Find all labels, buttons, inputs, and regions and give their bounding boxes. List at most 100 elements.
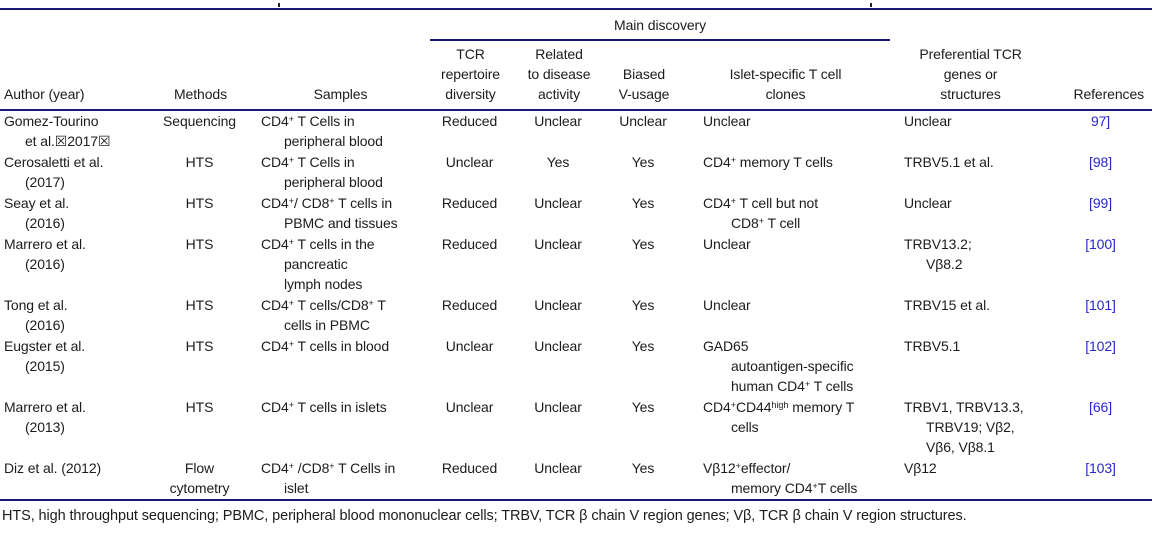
- cell-clones: CD4+CD44high memory T cells: [703, 399, 855, 435]
- cell-diversity: Unclear: [445, 154, 494, 170]
- cell-reference: [98]: [1055, 152, 1152, 193]
- col-header-preferential-tcr-genes: Preferential TCR genes or structures: [890, 40, 1056, 111]
- cell-biased: Yes: [631, 195, 655, 211]
- caption-descender: [870, 3, 872, 7]
- cell-diversity: Reduced: [441, 195, 498, 211]
- tcr-studies-table: Main discovery Author (year) Methods Sam…: [0, 8, 1152, 499]
- cell-preferential: TRBV5.1 et al.: [904, 154, 994, 170]
- cell-activity: Unclear: [534, 297, 582, 313]
- table-row: Eugster et al. (2015) HTS CD4+ T cells in …: [0, 336, 1152, 397]
- cell-diversity: Unclear: [445, 338, 494, 354]
- reference-link[interactable]: [102]: [1085, 338, 1116, 354]
- cell-samples: CD4+ T cells in the pancreatic lymph nod…: [261, 236, 375, 292]
- reference-link[interactable]: [66]: [1089, 399, 1112, 415]
- cell-clones: Vβ12+effector/ memory CD4+T cells: [703, 460, 858, 496]
- cell-clones: Unclear: [703, 113, 751, 129]
- col-header-biased-v-usage: Biased V-usage: [607, 40, 685, 111]
- cell-author: Seay et al. (2016): [4, 195, 70, 231]
- cell-preferential: Unclear: [904, 195, 952, 211]
- cell-biased: Yes: [631, 154, 655, 170]
- main-discovery-row: Main discovery: [0, 9, 1152, 41]
- cell-diversity: Reduced: [441, 236, 498, 252]
- reference-link[interactable]: [98]: [1089, 154, 1112, 170]
- cell-activity: Yes: [546, 154, 570, 170]
- table-row: Marrero et al. (2013) HTS CD4+ T cells in …: [0, 397, 1152, 458]
- cell-reference: [66]: [1055, 397, 1152, 458]
- cell-samples: CD4+ T cells in islets: [261, 399, 387, 415]
- cell-reference: [103]: [1055, 458, 1152, 499]
- cell-preferential: TRBV1, TRBV13.3, TRBV19; Vβ2, Vβ6, Vβ8.1: [904, 399, 1024, 455]
- cell-activity: Unclear: [534, 399, 582, 415]
- cell-author: Gomez-Tourino et al.☒2017☒: [4, 113, 111, 149]
- col-header-author: Author (year): [0, 40, 150, 111]
- table-body: Gomez-Tourino et al.☒2017☒ Sequencing CD4+…: [0, 110, 1152, 499]
- cell-methods: Sequencing: [163, 113, 236, 129]
- reference-link[interactable]: 97]: [1090, 113, 1111, 129]
- cell-reference: [99]: [1055, 193, 1152, 234]
- table-header: Main discovery Author (year) Methods Sam…: [0, 9, 1152, 111]
- cell-reference: [102]: [1055, 336, 1152, 397]
- cell-methods: HTS: [185, 399, 214, 415]
- cell-biased: Yes: [631, 460, 655, 476]
- cell-biased: Yes: [631, 338, 655, 354]
- cell-clones: GAD65 autoantigen-specific human CD4+ T …: [703, 338, 854, 394]
- cell-activity: Unclear: [534, 236, 582, 252]
- col-header-samples: Samples: [255, 40, 430, 111]
- cell-methods: HTS: [185, 338, 214, 354]
- cell-clones: CD4+ T cell but not CD8+ T cell: [703, 195, 819, 231]
- cell-samples: CD4+ /CD8+ T Cells in islet: [261, 460, 396, 496]
- cell-author: Marrero et al. (2016): [4, 236, 86, 272]
- caption-descender: [278, 3, 280, 7]
- cell-author: Eugster et al. (2015): [4, 338, 86, 374]
- cell-author: Marrero et al. (2013): [4, 399, 86, 435]
- cell-reference: [101]: [1055, 295, 1152, 336]
- cell-samples: CD4+ T cells/CD8+ T cells in PBMC: [261, 297, 386, 333]
- cell-preferential: TRBV15 et al.: [904, 297, 990, 313]
- table-row: Cerosaletti et al. (2017) HTS CD4+ T Cells…: [0, 152, 1152, 193]
- cell-methods: HTS: [185, 154, 214, 170]
- cell-diversity: Unclear: [445, 399, 494, 415]
- cell-samples: CD4+ T cells in blood: [261, 338, 390, 354]
- cell-reference: 97]: [1055, 110, 1152, 152]
- cell-diversity: Reduced: [441, 113, 498, 129]
- col-header-tcr-repertoire-diversity: TCR repertoire diversity: [430, 40, 515, 111]
- cell-activity: Unclear: [534, 460, 582, 476]
- cell-samples: CD4+ T Cells in peripheral blood: [261, 154, 383, 190]
- table-row: Seay et al. (2016) HTS CD4+/ CD8+ T cells …: [0, 193, 1152, 234]
- column-headers-row: Author (year) Methods Samples TCR repert…: [0, 40, 1152, 111]
- col-header-methods: Methods: [150, 40, 255, 111]
- cell-author: Cerosaletti et al. (2017): [4, 154, 104, 190]
- cell-preferential: Vβ12: [904, 460, 937, 476]
- cell-biased: Yes: [631, 297, 655, 313]
- reference-link[interactable]: [99]: [1089, 195, 1112, 211]
- table-row: Marrero et al. (2016) HTS CD4+ T cells in …: [0, 234, 1152, 295]
- cell-preferential: Unclear: [904, 113, 952, 129]
- reference-link[interactable]: [103]: [1085, 460, 1116, 476]
- cell-methods: HTS: [185, 297, 214, 313]
- table-row: Diz et al. (2012) Flow cytometry CD4+ /CD8…: [0, 458, 1152, 499]
- cropped-caption-artifact: [0, 0, 1152, 8]
- header-spacer: [0, 9, 430, 40]
- cell-biased: Yes: [631, 236, 655, 252]
- cell-clones: Unclear: [703, 236, 751, 252]
- cell-clones: Unclear: [703, 297, 751, 313]
- cell-diversity: Reduced: [441, 460, 498, 476]
- main-discovery-header: Main discovery: [430, 9, 891, 41]
- table-row: Tong et al. (2016) HTS CD4+ T cells/CD8+ T…: [0, 295, 1152, 336]
- cell-methods: HTS: [185, 236, 214, 252]
- cell-clones: CD4+ memory T cells: [703, 154, 833, 170]
- cell-samples: CD4+/ CD8+ T cells in PBMC and tissues: [261, 195, 398, 231]
- col-header-islet-specific-t-cell-clones: Islet-specific T cell clones: [685, 40, 891, 111]
- col-header-related-to-disease-activity: Related to disease activity: [515, 40, 607, 111]
- cell-samples: CD4+ T Cells in peripheral blood: [261, 113, 383, 149]
- cell-preferential: TRBV13.2; Vβ8.2: [904, 236, 972, 272]
- reference-link[interactable]: [100]: [1085, 236, 1116, 252]
- header-spacer: [890, 9, 1152, 40]
- table-footnote: HTS, high throughput sequencing; PBMC, p…: [0, 499, 1152, 526]
- cell-activity: Unclear: [534, 338, 582, 354]
- col-header-references: References: [1055, 40, 1152, 111]
- cell-activity: Unclear: [534, 113, 582, 129]
- reference-link[interactable]: [101]: [1085, 297, 1116, 313]
- cell-biased: Unclear: [619, 113, 667, 129]
- cell-diversity: Reduced: [441, 297, 498, 313]
